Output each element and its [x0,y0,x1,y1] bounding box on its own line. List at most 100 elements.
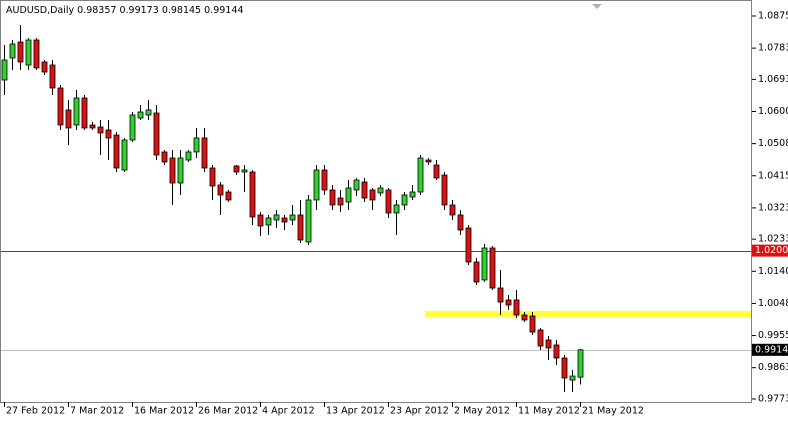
candle-body [489,247,496,289]
candle-body [569,375,576,381]
candle-body [17,41,24,63]
candle-body [177,157,184,184]
candle-body [49,64,56,89]
candle-body [169,157,176,184]
chart-shift-marker [592,4,602,9]
candle-body [153,112,160,156]
candle-body [97,126,104,134]
candle-body [505,299,512,306]
candle-body [401,194,408,206]
x-tick-label: 11 May 2012 [518,406,580,417]
y-tick-label: 1.01405 [758,266,788,277]
x-tick-label: 21 May 2012 [582,406,644,417]
candle-body [209,167,216,187]
candle-body [369,189,376,201]
chart-header: AUDUSD,Daily 0.98357 0.99173 0.98145 0.9… [6,5,243,16]
candle-body [337,197,344,206]
candle-body [513,299,520,316]
candle-body [329,189,336,206]
level-label-box [752,244,788,257]
y-tick-label: 1.05080 [758,138,788,149]
y-tick-label: 1.03230 [758,202,788,213]
candle-body [449,204,456,216]
x-tick-label: 16 Mar 2012 [134,406,194,417]
plot-area [0,24,752,393]
candle-body [121,139,128,171]
y-tick-label: 1.06930 [758,74,788,85]
last-price-box [752,343,788,356]
candle-body [265,217,272,226]
candle-body [113,134,120,169]
candle-body [193,137,200,153]
candle-body [497,287,504,303]
candle-body [273,214,280,221]
candle-body [73,97,80,126]
y-tick-label: 1.07830 [758,43,788,54]
candle-body [297,214,304,241]
y-tick-label: 1.04155 [758,170,788,181]
candle-body [473,261,480,283]
candle-body [41,61,48,73]
symbol: AUDUSD,Daily [6,5,75,16]
candle-body [353,179,360,191]
header-close: 0.99144 [204,5,243,16]
y-tick-label: 1.08755 [758,10,788,21]
x-tick-label: 23 Apr 2012 [390,406,449,417]
candle-body [137,111,144,119]
candle-body [321,169,328,191]
plot-frame [0,0,752,403]
candle-body [249,171,256,218]
candle-body [481,247,488,281]
candle-body [561,357,568,379]
header-high: 0.99173 [119,5,158,16]
candle-body [377,187,384,194]
y-tick-label: 1.02330 [758,234,788,245]
candle-body [385,189,392,214]
x-tick-label: 13 Apr 2012 [326,406,385,417]
candle-body [361,181,368,199]
candle-body [393,204,400,214]
candle-body [81,97,88,129]
candle-body [425,159,432,163]
candle-body [241,169,248,173]
candle-body [57,87,64,126]
candle-body [465,227,472,263]
candle-body [161,151,168,163]
candle-body [233,165,240,173]
candle-body [201,137,208,169]
candle-body [1,59,8,81]
candle-body [289,214,296,221]
candle-body [145,109,152,116]
candle-body [185,151,192,161]
candle-body [129,114,136,141]
x-tick-label: 4 Apr 2012 [262,406,315,417]
candle-body [217,184,224,196]
candle-body [545,339,552,349]
candle-body [33,39,40,69]
candle-body [521,314,528,321]
candle-body [25,39,32,66]
y-tick-label: 0.98630 [758,362,788,373]
candle-body [433,164,440,179]
candle-body [65,109,72,129]
y-tick-label: 1.00480 [758,298,788,309]
last-price-label: 0.99144 [755,344,788,355]
y-tick-label: 0.99555 [758,330,788,341]
candle-body [345,187,352,203]
candle-body [9,43,16,59]
candle-body [529,315,536,333]
candle-body [457,214,464,231]
candle-body [89,124,96,129]
candle-body [225,191,232,201]
candle-body [305,199,312,243]
header-low: 0.98145 [162,5,201,16]
header-open: 0.98357 [77,5,116,16]
candle-body [409,191,416,198]
candle-body [257,214,264,227]
candle-body [417,157,424,193]
x-tick-label: 26 Mar 2012 [198,406,258,417]
candle-body [553,344,560,359]
candle-body [105,129,112,139]
candle-body [577,349,584,378]
